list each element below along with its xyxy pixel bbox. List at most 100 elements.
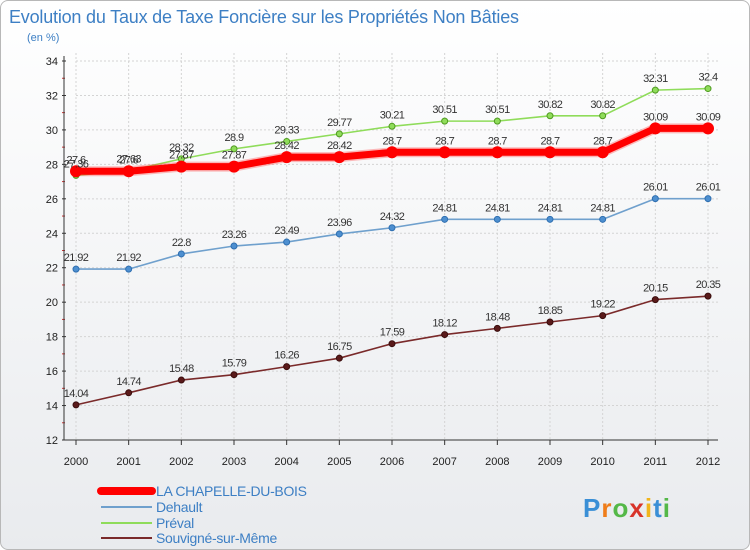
data-point <box>177 250 185 258</box>
data-point <box>72 265 80 273</box>
data-point <box>546 318 554 326</box>
logo-letter: o <box>612 493 629 523</box>
data-point <box>544 146 556 159</box>
legend-label: Dehault <box>156 499 203 515</box>
data-label: 30.82 <box>538 99 563 111</box>
data-point <box>441 331 449 339</box>
y-tick-label: 18 <box>46 332 58 344</box>
data-label: 19.22 <box>590 299 615 311</box>
data-point <box>283 363 291 371</box>
data-label: 27.6 <box>66 154 85 166</box>
x-tick-label: 2011 <box>644 456 668 468</box>
data-label: 28.7 <box>540 135 559 147</box>
data-label: 18.12 <box>432 318 457 330</box>
data-point <box>230 145 238 153</box>
data-point <box>335 230 343 238</box>
data-label: 28.7 <box>488 135 507 147</box>
data-label: 21.92 <box>116 252 141 264</box>
data-point <box>651 296 659 304</box>
series-3 <box>72 292 712 409</box>
legend-label: LA CHAPELLE-DU-BOIS <box>156 483 307 499</box>
legend-label: Préval <box>156 515 194 531</box>
data-point <box>596 146 609 159</box>
data-label: 27.36 <box>64 158 89 170</box>
data-label: 20.15 <box>643 283 668 295</box>
data-label: 24.81 <box>485 202 510 214</box>
x-tick-label: 2008 <box>485 456 509 468</box>
series-layer <box>70 85 714 409</box>
data-point <box>228 160 240 173</box>
series-0 <box>70 122 714 178</box>
data-label: 28.42 <box>274 140 299 152</box>
data-label: 32.31 <box>643 73 668 85</box>
data-point <box>388 122 396 130</box>
data-label: 30.51 <box>485 104 510 116</box>
data-label: 14.04 <box>64 388 89 400</box>
legend-label: Souvigné-sur-Même <box>156 530 277 546</box>
data-label: 22.8 <box>172 237 191 249</box>
data-point <box>70 165 82 178</box>
data-labels: 27.6 27.6 27.87 27.87 28.42 28.42 28.7 28.7 28.7… <box>64 72 722 400</box>
data-label: 27.63 <box>116 154 141 166</box>
data-label: 30.82 <box>590 99 615 111</box>
data-point <box>283 137 291 145</box>
data-label: 28.7 <box>382 135 401 147</box>
logo-letter: i <box>645 493 653 523</box>
data-point <box>125 265 133 273</box>
data-label: 23.96 <box>327 217 352 229</box>
x-tick-label: 2006 <box>380 456 404 468</box>
data-point <box>230 371 238 379</box>
logo-letter: x <box>629 493 644 523</box>
data-label: 30.21 <box>380 109 405 121</box>
logo-letter: P <box>583 493 601 523</box>
y-tick-label: 28 <box>46 159 58 171</box>
data-point <box>333 151 346 164</box>
data-point <box>546 215 554 223</box>
data-label: 32.4 <box>698 72 717 84</box>
data-point <box>438 146 451 159</box>
y-tick-label: 16 <box>46 366 58 378</box>
x-tick-label: 2004 <box>274 456 298 468</box>
data-point <box>651 195 659 203</box>
data-label: 15.79 <box>222 358 247 370</box>
data-label: 14.74 <box>116 376 141 388</box>
y-tick-label: 34 <box>46 56 58 68</box>
data-label: 28.42 <box>327 140 352 152</box>
data-label: 26.01 <box>696 182 721 194</box>
chart-title: Evolution du Taux de Taxe Foncière sur l… <box>9 7 519 27</box>
data-point <box>493 215 501 223</box>
series-1 <box>72 195 712 273</box>
y-tick-label: 22 <box>46 263 58 275</box>
data-label: 20.35 <box>696 279 721 291</box>
data-label: 30.09 <box>643 111 668 123</box>
data-label: 18.48 <box>485 311 510 323</box>
data-point <box>125 389 133 397</box>
logo-letter: i <box>663 493 671 523</box>
data-point <box>388 340 396 348</box>
data-label: 28.7 <box>593 135 612 147</box>
y-tick-label: 20 <box>46 297 58 309</box>
data-point <box>441 215 449 223</box>
data-point <box>335 354 343 362</box>
data-point <box>441 117 449 125</box>
x-tick-label: 2003 <box>222 456 246 468</box>
data-label: 15.48 <box>169 363 194 375</box>
data-label: 29.77 <box>327 117 352 129</box>
data-point <box>599 112 607 120</box>
data-label: 28.32 <box>169 142 194 154</box>
y-tick-label: 26 <box>46 194 58 206</box>
logo-text: Proxiti <box>583 493 671 523</box>
data-label: 24.81 <box>538 202 563 214</box>
data-point <box>546 112 554 120</box>
data-point <box>386 146 398 159</box>
data-point <box>599 215 607 223</box>
data-point <box>493 324 501 332</box>
data-label: 21.92 <box>64 252 89 264</box>
data-point <box>388 224 396 232</box>
data-label: 27.87 <box>169 150 194 162</box>
data-label: 28.9 <box>224 132 243 144</box>
data-point <box>704 195 712 203</box>
data-label: 23.49 <box>274 225 299 237</box>
